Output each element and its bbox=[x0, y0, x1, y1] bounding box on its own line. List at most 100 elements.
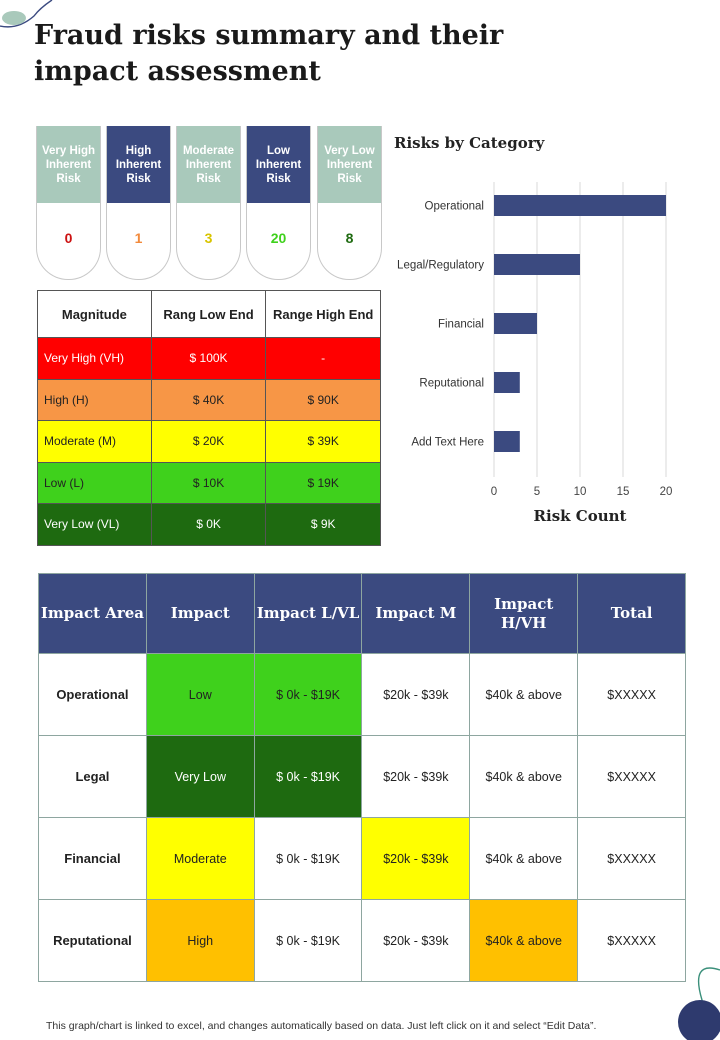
chart-x-tick-label: 10 bbox=[574, 486, 587, 498]
magnitude-cell: $ 40K bbox=[150, 378, 267, 421]
chart-x-tick-label: 5 bbox=[534, 486, 540, 498]
impact-header: Impact L/VL bbox=[253, 573, 363, 654]
chart-x-tick-label: 15 bbox=[617, 486, 630, 498]
impact-row: Financial Moderate $ 0k - $19K $20k - $39k $… bbox=[38, 817, 686, 900]
magnitude-row: Very High (VH) $ 100K - bbox=[37, 337, 381, 380]
risk-card-label: Very High Inherent Risk bbox=[37, 126, 100, 203]
magnitude-cell: $ 90K bbox=[265, 378, 381, 421]
impact-cell: Moderate bbox=[145, 817, 255, 900]
magnitude-cell: - bbox=[265, 337, 381, 380]
risk-card-value: 8 bbox=[345, 229, 354, 246]
magnitude-table: Magnitude Rang Low End Range High End Ve… bbox=[37, 290, 381, 546]
impact-cell: $20k - $39k bbox=[361, 899, 471, 982]
impact-cell: $ 0k - $19K bbox=[253, 817, 363, 900]
risk-card-moderate: Moderate Inherent Risk 3 bbox=[176, 126, 241, 280]
magnitude-header: Rang Low End bbox=[150, 290, 267, 338]
impact-cell: $ 0k - $19K bbox=[253, 735, 363, 818]
impact-row: Reputational High $ 0k - $19K $20k - $39k $4… bbox=[38, 899, 686, 982]
magnitude-cell: $ 19K bbox=[265, 461, 381, 504]
chart-x-axis-label: Risk Count bbox=[534, 507, 627, 525]
risk-card-very-high: Very High Inherent Risk 0 bbox=[36, 126, 101, 280]
impact-header: Impact M bbox=[361, 573, 471, 654]
risk-card-value: 3 bbox=[204, 229, 213, 246]
footer-note: This graph/chart is linked to excel, and… bbox=[46, 1020, 597, 1032]
corner-decoration-bottom bbox=[678, 967, 720, 1040]
magnitude-cell: Moderate (M) bbox=[37, 420, 152, 463]
chart-category-label: Reputational bbox=[419, 378, 484, 390]
impact-cell: $40k & above bbox=[469, 817, 579, 900]
impact-area-cell: Financial bbox=[38, 817, 147, 900]
magnitude-cell: $ 100K bbox=[150, 337, 267, 380]
impact-cell: $20k - $39k bbox=[361, 735, 471, 818]
risk-card-low: Low Inherent Risk 20 bbox=[246, 126, 311, 280]
impact-cell: $ 0k - $19K bbox=[253, 653, 363, 736]
chart-bar bbox=[494, 254, 580, 275]
magnitude-row: Low (L) $ 10K $ 19K bbox=[37, 461, 381, 504]
risk-card-high: High Inherent Risk 1 bbox=[106, 126, 171, 280]
chart-category-label: Add Text Here bbox=[411, 437, 484, 449]
magnitude-cell: $ 39K bbox=[265, 420, 381, 463]
magnitude-cell: $ 10K bbox=[150, 461, 267, 504]
chart-category-label: Financial bbox=[438, 319, 484, 331]
impact-cell: $20k - $39k bbox=[361, 817, 471, 900]
impact-area-cell: Operational bbox=[38, 653, 147, 736]
risk-card-value: 20 bbox=[270, 229, 287, 246]
magnitude-header: Magnitude bbox=[37, 290, 152, 338]
risk-card-very-low: Very Low Inherent Risk 8 bbox=[317, 126, 382, 280]
magnitude-row: Very Low (VL) $ 0K $ 9K bbox=[37, 503, 381, 546]
impact-header: Impact bbox=[145, 573, 255, 654]
magnitude-header-row: Magnitude Rang Low End Range High End bbox=[37, 290, 381, 338]
risks-by-category-chart: 0 5 10 15 20 Operational Legal/Regulatory Finan… bbox=[397, 182, 673, 525]
magnitude-row: High (H) $ 40K $ 90K bbox=[37, 378, 381, 421]
magnitude-row: Moderate (M) $ 20K $ 39K bbox=[37, 420, 381, 463]
risk-card-label: Low Inherent Risk bbox=[247, 126, 310, 203]
impact-cell: $XXXXX bbox=[577, 817, 686, 900]
magnitude-body: Very High (VH) $ 100K - High (H) $ 40K $ 90K M… bbox=[37, 337, 381, 546]
risk-card-label: High Inherent Risk bbox=[107, 126, 170, 203]
chart-title: Risks by Category bbox=[394, 134, 545, 152]
impact-area-cell: Reputational bbox=[38, 899, 147, 982]
impact-cell: Very Low bbox=[145, 735, 255, 818]
impact-header-row: Impact Area Impact Impact L/VL Impact M … bbox=[38, 573, 686, 654]
impact-cell: $ 0k - $19K bbox=[253, 899, 363, 982]
magnitude-cell: $ 20K bbox=[150, 420, 267, 463]
impact-body: Operational Low $ 0k - $19K $20k - $39k $40k… bbox=[38, 653, 686, 982]
chart-bar bbox=[494, 372, 520, 393]
impact-area-cell: Legal bbox=[38, 735, 147, 818]
impact-row: Operational Low $ 0k - $19K $20k - $39k $40k… bbox=[38, 653, 686, 736]
magnitude-cell: $ 0K bbox=[150, 503, 267, 546]
risk-cards: Very High Inherent Risk 0 High Inherent … bbox=[36, 126, 382, 280]
magnitude-cell: $ 9K bbox=[265, 503, 381, 546]
chart-x-tick-label: 0 bbox=[491, 486, 497, 498]
impact-row: Legal Very Low $ 0k - $19K $20k - $39k $40k … bbox=[38, 735, 686, 818]
impact-header: Impact H/VH bbox=[469, 573, 579, 654]
chart-category-label: Legal/Regulatory bbox=[397, 260, 484, 272]
chart-category-label: Operational bbox=[425, 201, 484, 213]
impact-cell: High bbox=[145, 899, 255, 982]
impact-cell: $40k & above bbox=[469, 653, 579, 736]
risk-card-value: 1 bbox=[134, 229, 143, 246]
chart-x-tick-label: 20 bbox=[660, 486, 673, 498]
corner-decoration-top bbox=[0, 0, 53, 28]
magnitude-cell: Low (L) bbox=[37, 461, 152, 504]
magnitude-cell: High (H) bbox=[37, 378, 152, 421]
impact-cell: $20k - $39k bbox=[361, 653, 471, 736]
impact-cell: $40k & above bbox=[469, 735, 579, 818]
magnitude-header: Range High End bbox=[265, 290, 381, 338]
impact-header: Total bbox=[577, 573, 686, 654]
impact-cell: $XXXXX bbox=[577, 899, 686, 982]
impact-cell: $XXXXX bbox=[577, 735, 686, 818]
impact-cell: $XXXXX bbox=[577, 653, 686, 736]
impact-table: Impact Area Impact Impact L/VL Impact M … bbox=[38, 573, 686, 982]
impact-cell: Low bbox=[145, 653, 255, 736]
chart-bar bbox=[494, 195, 666, 216]
risk-card-value: 0 bbox=[64, 229, 73, 246]
magnitude-cell: Very Low (VL) bbox=[37, 503, 152, 546]
risk-card-label: Very Low Inherent Risk bbox=[318, 126, 381, 203]
impact-header: Impact Area bbox=[38, 573, 147, 654]
impact-cell: $40k & above bbox=[469, 899, 579, 982]
magnitude-cell: Very High (VH) bbox=[37, 337, 152, 380]
risk-card-label: Moderate Inherent Risk bbox=[177, 126, 240, 203]
chart-bar bbox=[494, 313, 537, 334]
chart-bar bbox=[494, 431, 520, 452]
